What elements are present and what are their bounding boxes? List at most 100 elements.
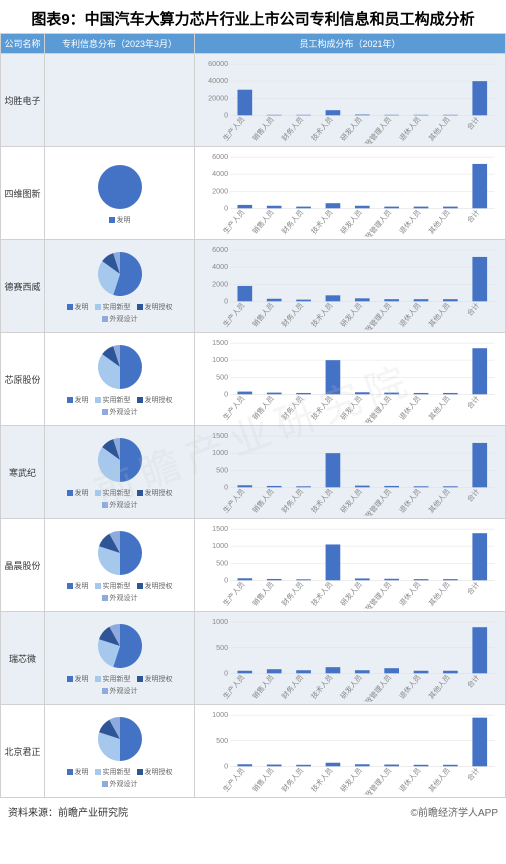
svg-text:研发人员: 研发人员 xyxy=(339,208,364,236)
svg-text:0: 0 xyxy=(224,390,228,398)
bar-chart: 050010001500生产人员销售人员财务人员技术人员研发人员行政管理人员退休… xyxy=(197,335,503,423)
legend-item: 实用新型 xyxy=(95,488,131,498)
svg-text:其他人员: 其他人员 xyxy=(427,394,452,422)
svg-text:销售人员: 销售人员 xyxy=(250,394,275,422)
svg-text:研发人员: 研发人员 xyxy=(339,673,364,701)
svg-text:研发人员: 研发人员 xyxy=(339,766,364,794)
bar-chart: 05001000生产人员销售人员财务人员技术人员研发人员行政管理人员退休人员其他… xyxy=(197,707,503,795)
table-row: 晶晨股份 发明实用新型发明授权外观设计 050010001500生产人员销售人员… xyxy=(1,519,506,612)
svg-text:行政管理人员: 行政管理人员 xyxy=(359,301,393,330)
employee-bar-cell: 05001000生产人员销售人员财务人员技术人员研发人员行政管理人员退休人员其他… xyxy=(195,612,506,705)
table-row: 寒武纪 发明实用新型发明授权外观设计 050010001500生产人员销售人员财… xyxy=(1,426,506,519)
svg-text:研发人员: 研发人员 xyxy=(339,580,364,608)
svg-text:行政管理人员: 行政管理人员 xyxy=(359,580,393,609)
svg-text:财务人员: 财务人员 xyxy=(280,673,305,701)
svg-text:销售人员: 销售人员 xyxy=(250,766,275,794)
company-name: 芯原股份 xyxy=(1,333,45,426)
svg-text:1500: 1500 xyxy=(212,339,228,347)
company-name: 德赛西威 xyxy=(1,240,45,333)
pie-chart xyxy=(95,621,145,671)
company-name: 北京君正 xyxy=(1,705,45,798)
svg-text:合计: 合计 xyxy=(465,487,481,504)
svg-text:500: 500 xyxy=(216,737,228,745)
svg-text:技术人员: 技术人员 xyxy=(309,208,334,236)
svg-text:技术人员: 技术人员 xyxy=(309,580,334,608)
svg-text:财务人员: 财务人员 xyxy=(280,208,305,236)
svg-text:40000: 40000 xyxy=(208,77,228,85)
legend-item: 实用新型 xyxy=(95,581,131,591)
legend-item: 发明 xyxy=(67,488,89,498)
employee-bar-cell: 050010001500生产人员销售人员财务人员技术人员研发人员行政管理人员退休… xyxy=(195,519,506,612)
patent-pie-cell: 发明实用新型发明授权外观设计 xyxy=(45,333,195,426)
hdr-patent: 专利信息分布（2023年3月） xyxy=(45,34,195,54)
svg-text:退休人员: 退休人员 xyxy=(397,766,422,794)
data-table: 公司名称 专利信息分布（2023年3月） 员工构成分布（2021年） 均胜电子 … xyxy=(0,33,506,798)
footer-copyright: ©前瞻经济学人APP xyxy=(411,804,498,819)
legend-item: 发明 xyxy=(67,302,89,312)
svg-text:退休人员: 退休人员 xyxy=(397,487,422,515)
employee-bar-cell: 0200004000060000生产人员销售人员财务人员技术人员研发人员行政管理… xyxy=(195,54,506,147)
svg-text:财务人员: 财务人员 xyxy=(280,580,305,608)
pie-legend: 发明实用新型发明授权外观设计 xyxy=(55,488,185,510)
company-name: 四维图新 xyxy=(1,147,45,240)
pie-chart xyxy=(95,714,145,764)
legend-item: 发明 xyxy=(67,674,89,684)
pie-legend: 发明实用新型发明授权外观设计 xyxy=(55,395,185,417)
employee-bar-cell: 050010001500生产人员销售人员财务人员技术人员研发人员行政管理人员退休… xyxy=(195,333,506,426)
bar-chart: 0200004000060000生产人员销售人员财务人员技术人员研发人员行政管理… xyxy=(197,56,503,144)
svg-text:1000: 1000 xyxy=(212,711,228,719)
legend-item: 发明授权 xyxy=(137,581,173,591)
svg-text:0: 0 xyxy=(224,297,228,305)
svg-text:4000: 4000 xyxy=(212,263,228,271)
table-row: 德赛西威 发明实用新型发明授权外观设计 0200040006000生产人员销售人… xyxy=(1,240,506,333)
patent-pie-cell: 发明 xyxy=(45,147,195,240)
svg-text:技术人员: 技术人员 xyxy=(309,487,334,515)
bar-chart: 0200040006000生产人员销售人员财务人员技术人员研发人员行政管理人员退… xyxy=(197,242,503,330)
svg-text:0: 0 xyxy=(224,483,228,491)
legend-item: 外观设计 xyxy=(102,314,138,324)
svg-text:行政管理人员: 行政管理人员 xyxy=(359,766,393,795)
svg-text:研发人员: 研发人员 xyxy=(339,115,364,143)
footer-source: 资料来源：前瞻产业研究院 xyxy=(8,804,128,819)
svg-text:退休人员: 退休人员 xyxy=(397,394,422,422)
svg-text:1500: 1500 xyxy=(212,432,228,440)
svg-text:500: 500 xyxy=(216,644,228,652)
company-name: 均胜电子 xyxy=(1,54,45,147)
svg-text:1500: 1500 xyxy=(212,525,228,533)
svg-text:行政管理人员: 行政管理人员 xyxy=(359,487,393,516)
svg-text:技术人员: 技术人员 xyxy=(309,766,334,794)
svg-text:行政管理人员: 行政管理人员 xyxy=(359,394,393,423)
patent-pie-cell xyxy=(45,54,195,147)
patent-pie-cell: 发明实用新型发明授权外观设计 xyxy=(45,612,195,705)
svg-text:销售人员: 销售人员 xyxy=(250,115,275,143)
table-row: 北京君正 发明实用新型发明授权外观设计 05001000生产人员销售人员财务人员… xyxy=(1,705,506,798)
svg-text:财务人员: 财务人员 xyxy=(280,394,305,422)
legend-item: 外观设计 xyxy=(102,407,138,417)
svg-text:其他人员: 其他人员 xyxy=(427,487,452,515)
table-row: 芯原股份 发明实用新型发明授权外观设计 050010001500生产人员销售人员… xyxy=(1,333,506,426)
svg-text:财务人员: 财务人员 xyxy=(280,487,305,515)
legend-item: 外观设计 xyxy=(102,593,138,603)
svg-text:财务人员: 财务人员 xyxy=(280,301,305,329)
svg-text:6000: 6000 xyxy=(212,246,228,254)
legend-item: 实用新型 xyxy=(95,674,131,684)
svg-text:行政管理人员: 行政管理人员 xyxy=(359,208,393,237)
patent-pie-cell: 发明实用新型发明授权外观设计 xyxy=(45,519,195,612)
svg-text:技术人员: 技术人员 xyxy=(309,301,334,329)
pie-chart xyxy=(95,435,145,485)
svg-text:财务人员: 财务人员 xyxy=(280,115,305,143)
patent-pie-cell: 发明实用新型发明授权外观设计 xyxy=(45,426,195,519)
svg-text:其他人员: 其他人员 xyxy=(427,301,452,329)
legend-item: 发明授权 xyxy=(137,302,173,312)
svg-text:0: 0 xyxy=(224,762,228,770)
svg-text:行政管理人员: 行政管理人员 xyxy=(359,115,393,144)
svg-text:0: 0 xyxy=(224,111,228,119)
svg-text:500: 500 xyxy=(216,373,228,381)
svg-text:其他人员: 其他人员 xyxy=(427,115,452,143)
pie-chart xyxy=(95,249,145,299)
hdr-company: 公司名称 xyxy=(1,34,45,54)
svg-text:1000: 1000 xyxy=(212,542,228,550)
employee-bar-cell: 0200040006000生产人员销售人员财务人员技术人员研发人员行政管理人员退… xyxy=(195,147,506,240)
svg-text:行政管理人员: 行政管理人员 xyxy=(359,673,393,702)
svg-text:销售人员: 销售人员 xyxy=(250,487,275,515)
